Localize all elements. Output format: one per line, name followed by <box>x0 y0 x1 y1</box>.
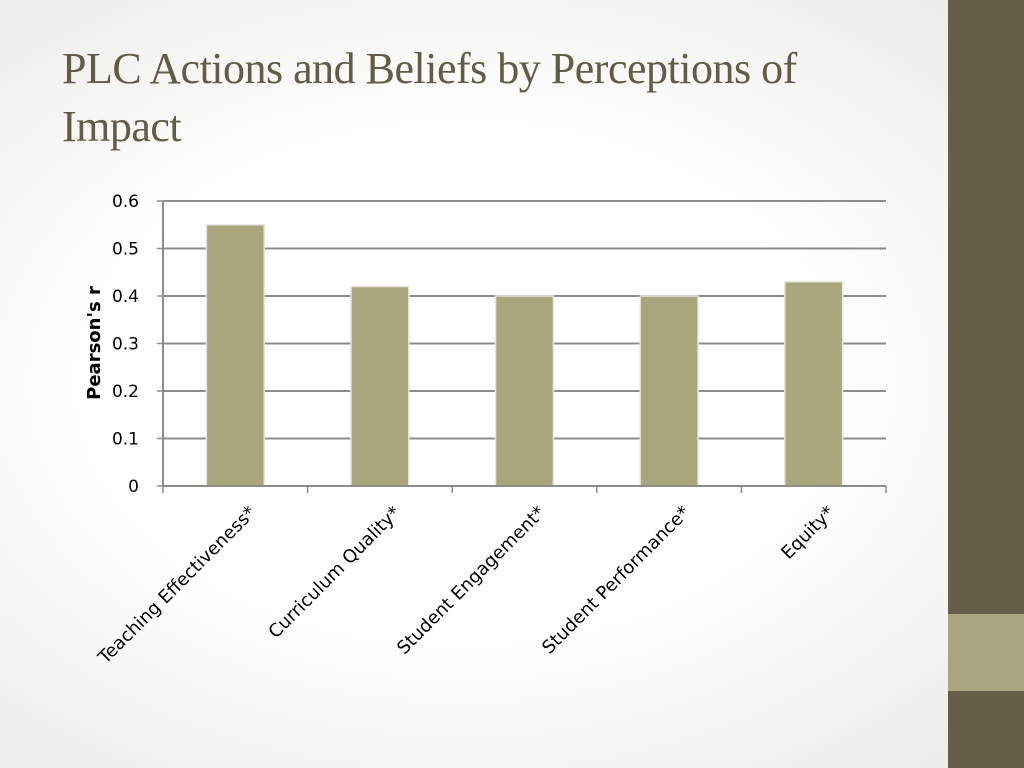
bar-layer <box>205 224 844 487</box>
bar-chart: 0 0.1 0.2 0.3 0.4 0.5 0.6 Teaching Effectivenes… <box>84 192 887 669</box>
bar <box>350 285 410 487</box>
x-tick-label: Curriculum Quality* <box>264 502 405 643</box>
y-tick-label: 0.5 <box>112 240 139 260</box>
slide-title: PLC Actions and Beliefs by Perceptions o… <box>62 44 797 151</box>
y-axis-label: Pearson's r <box>84 286 105 400</box>
y-tick-label: 0.6 <box>112 192 139 212</box>
y-tick-label: 0.1 <box>112 430 139 450</box>
x-tick-label: Student Performance* <box>538 502 694 658</box>
y-tick-label: 0.4 <box>112 287 139 307</box>
chart-container: 0 0.1 0.2 0.3 0.4 0.5 0.6 Teaching Effectivenes… <box>84 192 887 669</box>
bar <box>205 224 265 487</box>
bar <box>784 281 844 487</box>
x-tick-label: Teaching Effectiveness* <box>94 502 261 669</box>
y-tick-label: 0 <box>128 477 139 497</box>
side-decor-accent <box>948 614 1024 691</box>
x-tick-label: Student Engagement* <box>393 502 550 659</box>
x-tick-label: Equity* <box>777 502 838 563</box>
y-tick-label: 0.3 <box>112 335 139 355</box>
bar <box>639 295 699 487</box>
bar <box>494 295 555 487</box>
y-tick-label: 0.2 <box>112 382 139 402</box>
